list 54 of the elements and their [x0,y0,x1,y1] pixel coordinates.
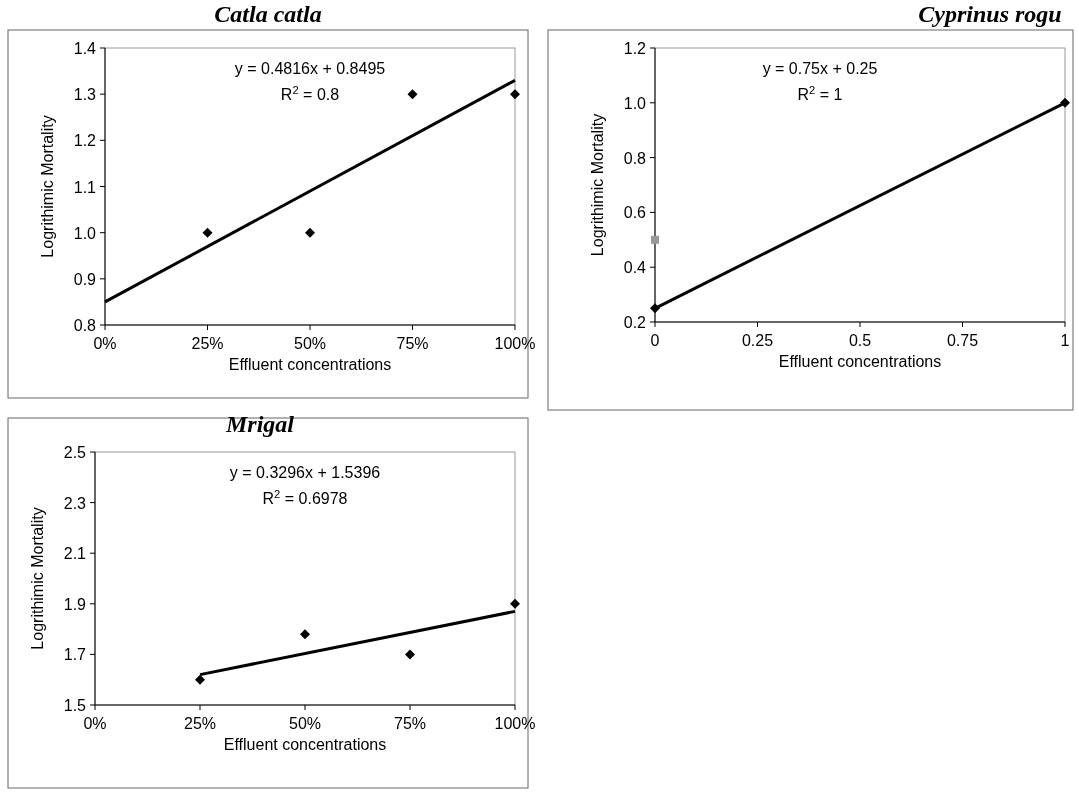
point [195,674,205,685]
x-tick-label: 0.5 [848,332,872,349]
y-tick-label: 2.1 [63,545,87,563]
chart-title: Cyprinus rogu [918,1,1062,27]
x-tick-label: 0 [650,332,660,349]
x-tick-label: 25% [191,335,224,352]
y-tick-label: 1.1 [73,178,97,196]
x-axis-title: Effluent concentrations [228,356,392,373]
x-tick-label: 75% [393,715,427,732]
x-tick-label: 100% [494,335,536,352]
y-axis-title: Logrithimic Mortality [589,113,606,257]
y-tick-label: 1.4 [73,40,97,57]
x-tick-label: 50% [288,715,322,732]
x-tick-label: 100% [494,715,536,732]
point [300,629,310,640]
point [510,598,520,609]
y-tick-label: 1.5 [63,697,87,714]
y-tick-label: 1.7 [63,646,87,664]
y-tick-label: 1.0 [623,94,647,112]
x-axis-title: Effluent concentrations [223,736,387,753]
chart-title: Catla catla [214,1,322,27]
x-tick-label: 50% [293,335,327,352]
y-tick-label: 1.2 [623,40,647,57]
x-tick-label: 0.75 [946,332,979,349]
annotation: R$^{2}$ = 0.6978 [262,488,348,507]
annotation: R$^{2}$ = 1 [797,84,843,103]
x-tick-label: 1 [1060,332,1070,349]
x-tick-label: 0% [93,335,117,352]
y-tick-label: 1.9 [63,595,87,613]
y-tick-label: 0.8 [623,149,647,167]
y-axis-title: Logrithimic Mortality [39,115,56,258]
point [651,235,659,244]
y-tick-label: 0.2 [623,314,647,331]
x-tick-label: 75% [396,335,429,352]
y-tick-label: 0.6 [623,204,647,222]
x-tick-label: 25% [183,715,217,732]
y-tick-label: 0.4 [623,259,647,277]
y-tick-label: 1.0 [73,224,97,242]
y-tick-label: 0.9 [73,270,97,288]
x-tick-label: 0.25 [741,332,774,349]
y-tick-label: 2.3 [63,494,87,512]
y-tick-label: 1.2 [73,132,97,150]
annotation: y = 0.4816x + 0.8495 [234,60,386,77]
y-tick-label: 0.8 [73,317,97,334]
annotation: y = 0.75x + 0.25 [762,60,878,77]
point [405,649,415,660]
chart-title: Mrigal [224,411,295,437]
y-axis-title: Logrithimic Mortality [29,507,46,650]
y-tick-label: 1.3 [73,86,97,104]
annotation: R$^{2}$ = 0.8 [280,84,340,103]
y-tick-label: 2.5 [63,444,87,461]
annotation: y = 0.3296x + 1.5396 [229,464,381,481]
x-axis-title: Effluent concentrations [778,353,942,370]
x-tick-label: 0% [83,715,107,732]
